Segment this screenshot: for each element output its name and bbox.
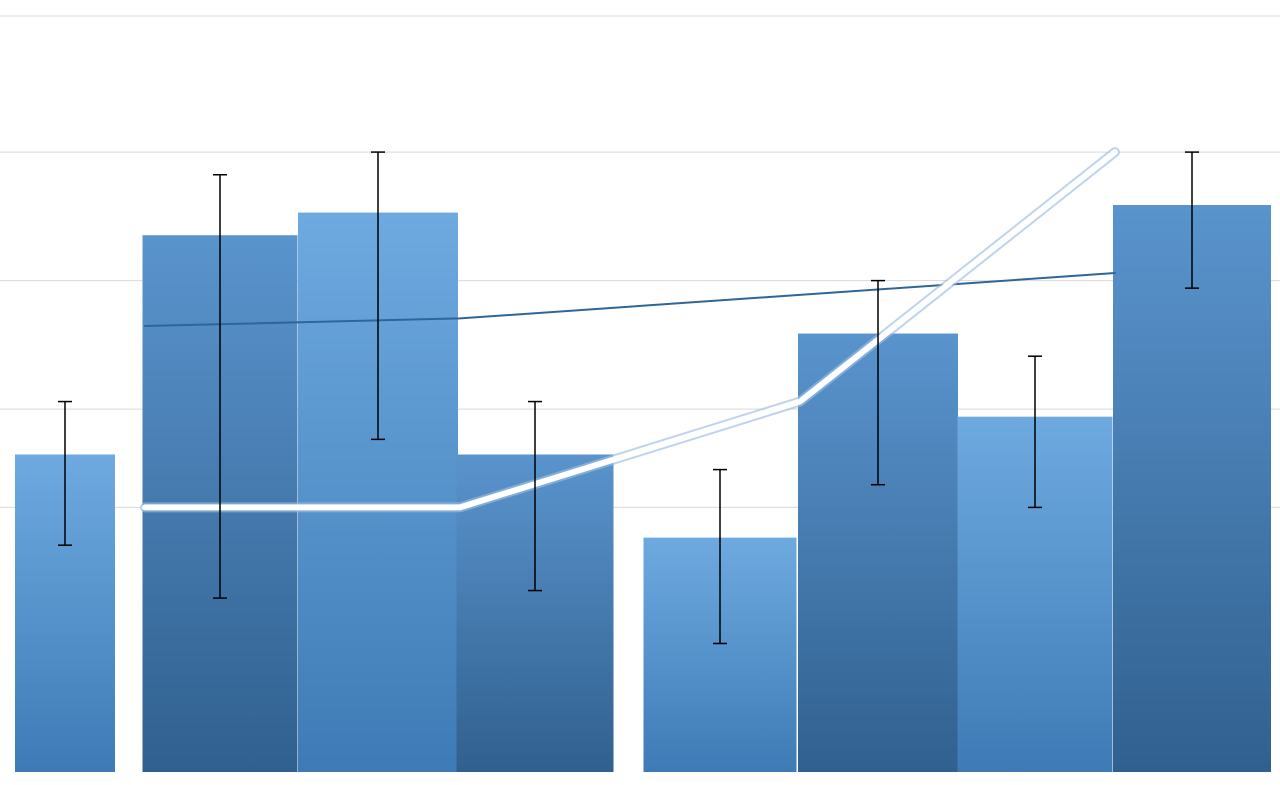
combo-chart xyxy=(0,0,1280,785)
bar-7 xyxy=(1113,205,1271,772)
chart-container xyxy=(0,0,1280,785)
